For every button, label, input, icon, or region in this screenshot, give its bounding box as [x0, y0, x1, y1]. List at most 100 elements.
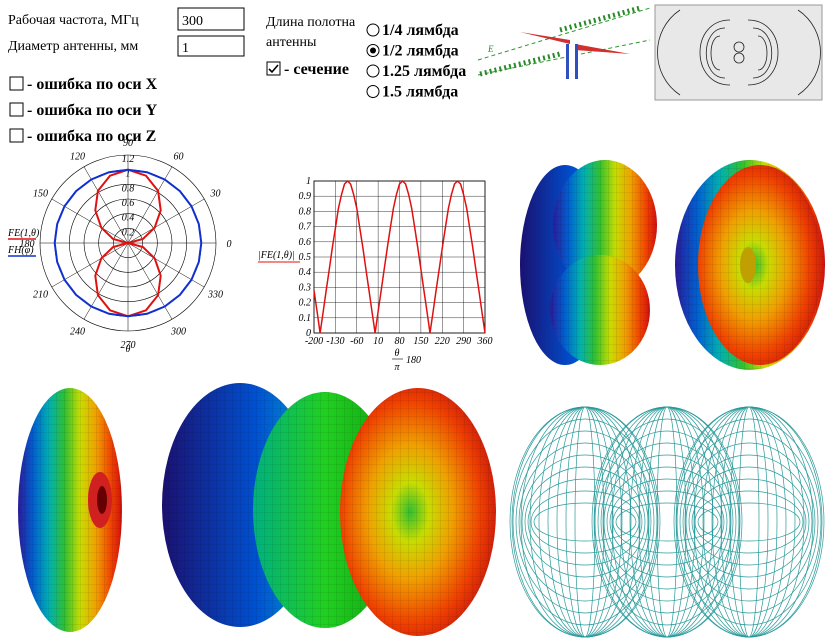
radio-dot — [370, 47, 376, 54]
x-tick-label: 360 — [477, 336, 493, 347]
error-checkboxes: - ошибка по оси X - ошибка по оси Y - ошиб… — [9, 76, 158, 145]
line — [313, 179, 486, 334]
label: Длина полотна — [266, 15, 356, 30]
wire-ring — [593, 406, 741, 638]
x-tick-label: 80 — [395, 336, 405, 347]
wire-ring — [606, 466, 728, 578]
angle-label: 210 — [33, 290, 48, 301]
checkbox[interactable] — [9, 102, 24, 117]
y-tick-label: 0.3 — [299, 282, 312, 293]
wire-ring — [597, 430, 737, 614]
y-tick-label: 0.7 — [299, 222, 313, 233]
wire-ring — [615, 502, 719, 542]
checkbox[interactable] — [266, 61, 281, 76]
x-label-den: π — [394, 362, 400, 373]
radio[interactable] — [366, 64, 380, 78]
x-tick-label: -130 — [326, 336, 344, 347]
line-plot: 0 0.1 0.2 0.3 0.4 0.5 0.6 0.7 0.8 0.9 1 -200 -130 -60… — [258, 176, 493, 373]
label: Рабочая частота, МГц — [8, 13, 139, 28]
input-value[interactable]: 1 — [182, 41, 189, 56]
y-tick-label: 0.6 — [299, 237, 312, 248]
legend-label: FE(1,θ) — [7, 228, 40, 239]
checkbox-label: - ошибка по оси Z — [27, 128, 156, 145]
legend-label: FH(φ) — [7, 245, 34, 256]
y-tick-label: 0.5 — [299, 252, 312, 263]
y-tick-label: 0.4 — [299, 267, 312, 278]
x-tick-label: -60 — [350, 336, 363, 347]
wire-ring — [682, 442, 816, 602]
y-tick-label: 0 — [306, 328, 311, 339]
checkbox[interactable] — [9, 128, 24, 143]
wire-ring — [688, 466, 810, 578]
checkbox-label: - ошибка по оси X — [27, 76, 158, 93]
angle-label: 270 — [121, 340, 136, 351]
polar-line — [53, 168, 203, 318]
angle-label: 90 — [123, 138, 133, 149]
wire-ring — [533, 502, 637, 542]
render-3d-top — [520, 160, 825, 370]
wire-ring — [600, 442, 734, 602]
plot-frame — [313, 180, 486, 334]
input[interactable] — [177, 35, 245, 57]
y-tick-label: 0.8 — [299, 206, 312, 217]
polar-plot: 0.20.40.60.811.2030609012015018021024027… — [7, 138, 232, 355]
radio-label: 1.5 лямбда — [382, 84, 458, 101]
wire-ring — [518, 442, 652, 602]
y-tick-label: 0.2 — [299, 298, 312, 309]
angle-label: 330 — [207, 290, 223, 301]
check-mark — [268, 64, 279, 74]
angle-label: 240 — [70, 326, 85, 337]
wire-ring — [685, 454, 813, 590]
radio[interactable] — [366, 23, 380, 37]
y-tick-label: 0.1 — [299, 313, 312, 324]
angle-label: 0 — [227, 239, 232, 250]
dipole-diagram: E — [477, 5, 651, 79]
angle-label: 150 — [33, 189, 48, 200]
radio[interactable] — [366, 85, 380, 98]
wire-ring — [691, 478, 807, 566]
wire-ring — [679, 430, 819, 614]
x-tick-label: 220 — [435, 336, 450, 347]
y-tick-label: 0.9 — [299, 191, 312, 202]
y-tick-label: 1 — [306, 176, 311, 187]
wire-ring — [515, 430, 655, 614]
angle-label: 120 — [70, 152, 85, 163]
section-checkbox: - сечение — [266, 61, 349, 78]
y-label: |FE(1,θ)| — [258, 250, 295, 261]
x-tick-label: -200 — [305, 336, 323, 347]
label: антенны — [266, 35, 317, 50]
x-tick-label: 10 — [373, 336, 383, 347]
x-label-num: θ — [395, 348, 400, 359]
checkbox-label: - ошибка по оси Y — [27, 102, 158, 119]
wire-ring — [609, 478, 725, 566]
input[interactable] — [177, 7, 245, 31]
radio-label: 1/2 лямбда — [382, 43, 459, 60]
wire-ring — [694, 490, 804, 554]
label: Диаметр антенны, мм — [8, 39, 138, 54]
angle-label: 300 — [170, 326, 186, 337]
angle-label: 60 — [174, 152, 184, 163]
x-label: θ — [126, 344, 131, 355]
angle-label: 180 — [20, 239, 35, 250]
render-3d-bottom — [18, 383, 496, 636]
wire-ring — [527, 478, 643, 566]
x-tick-label: 290 — [456, 336, 471, 347]
wire-ring — [676, 418, 822, 626]
checkbox-label: - сечение — [284, 61, 349, 78]
wire-ring — [524, 466, 646, 578]
polar-line — [94, 168, 162, 318]
wire-ring — [675, 406, 823, 638]
radio-label: 1.25 лямбда — [382, 63, 466, 80]
wireframe-render — [509, 406, 825, 638]
wire-ring — [697, 502, 801, 542]
input-value[interactable]: 300 — [182, 14, 203, 29]
wire-ring — [511, 406, 659, 638]
length-radios: 1/4 лямбда 1/2 лямбда 1.25 лямбда 1.5 лямбд… — [366, 22, 466, 101]
radio-label: 1/4 лямбда — [382, 22, 459, 39]
checkbox[interactable] — [9, 76, 24, 91]
x-label-factor: 180 — [406, 355, 421, 366]
svg-text:E: E — [487, 44, 494, 54]
angle-label: 30 — [209, 189, 220, 200]
x-tick-label: 150 — [413, 336, 428, 347]
